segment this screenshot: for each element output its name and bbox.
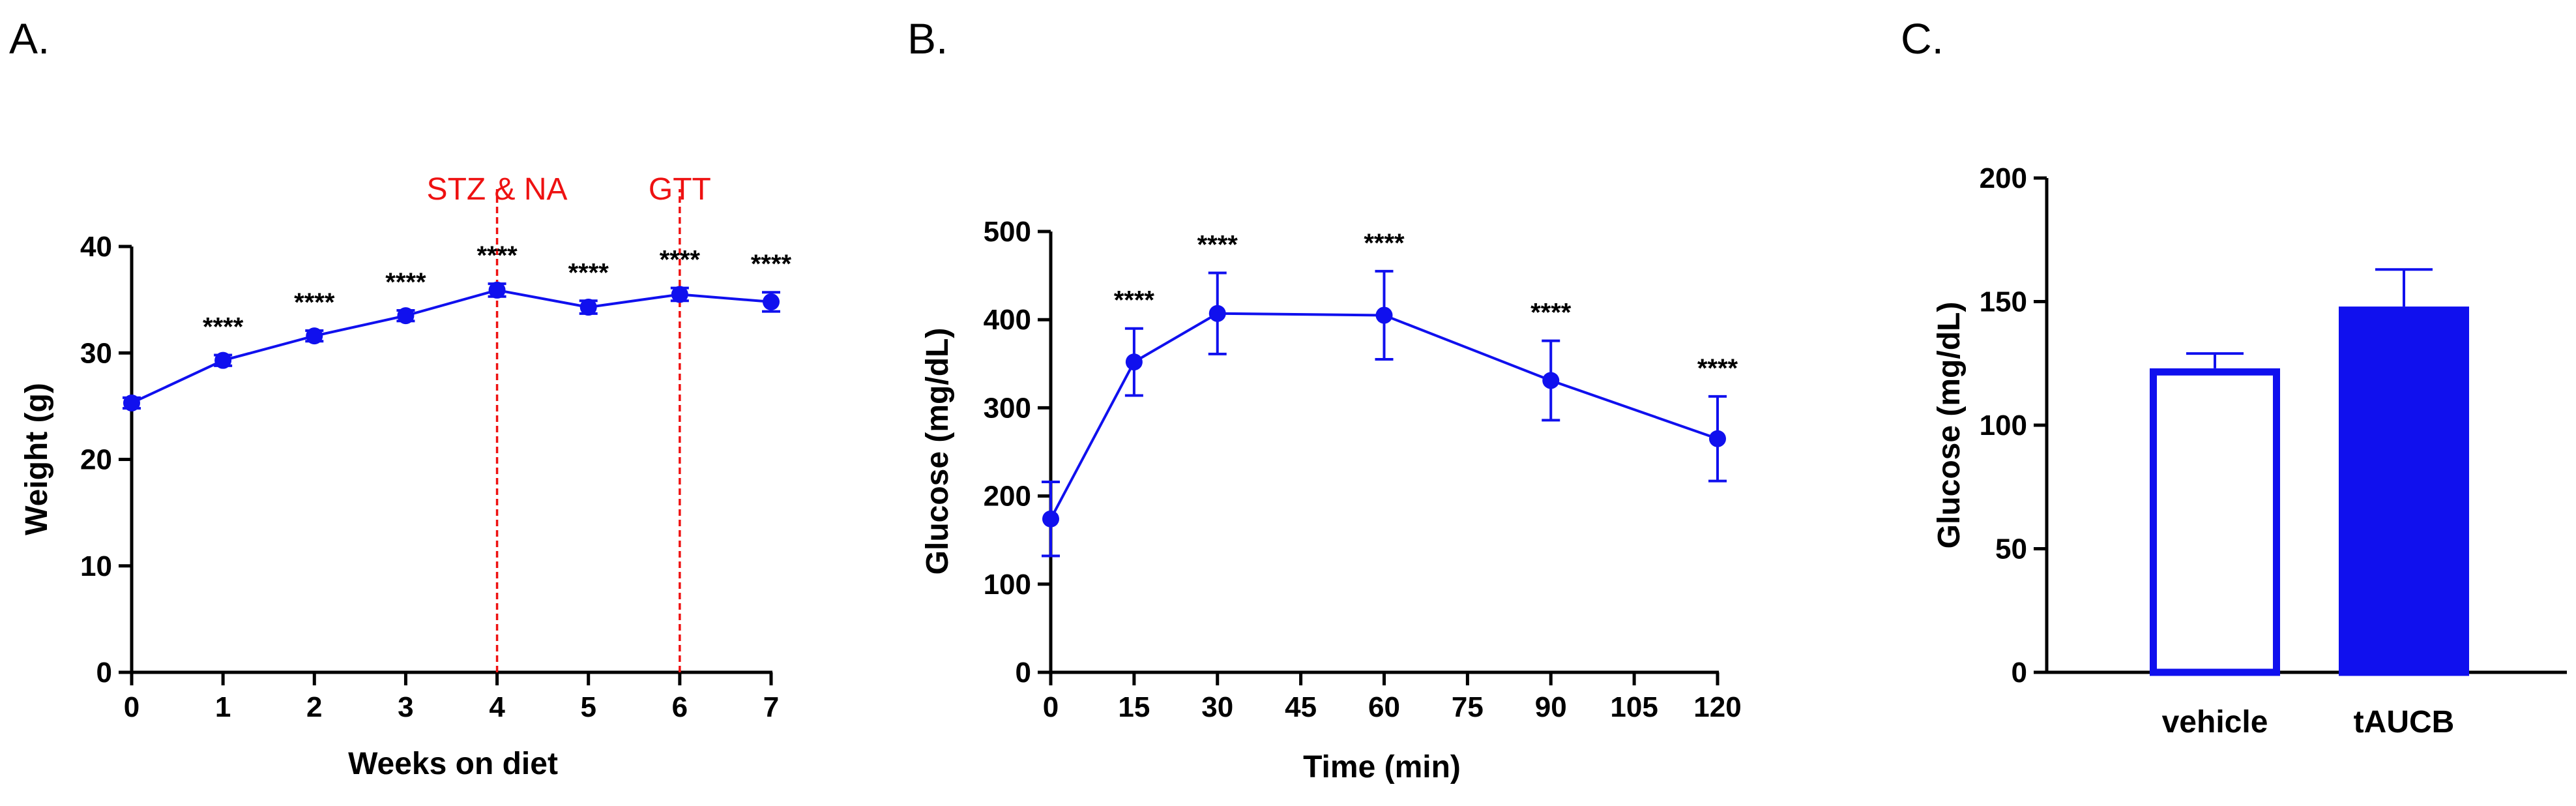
panel-b-y-tick-label: 400 [984,304,1031,336]
panel-b-x-tick-label: 15 [1118,691,1150,723]
panel-b-y-tick-label: 300 [984,392,1031,424]
panel-b-x-tick-label: 0 [1043,691,1059,723]
panel-a-data-point [214,351,232,369]
panel-a-data-point [671,286,688,303]
panel-b-data-point [1208,305,1226,322]
panel-b-significance-label: **** [1197,231,1238,260]
panel-c-marks [2150,268,2469,676]
panel-a-event-label: STZ & NA [427,172,568,207]
panel-c-bar [2150,368,2280,676]
panel-b-x-tick-label: 60 [1368,691,1400,723]
panel-a-x-tick-label: 3 [398,691,413,723]
panel-b-significance-label: **** [1364,229,1405,258]
panel-b-x-tick-label: 120 [1693,691,1741,723]
panel-a-x-tick-label: 1 [215,691,231,723]
panel-a-significance-label: **** [568,258,609,287]
panel-b-data-point [1042,510,1059,528]
panel-b-data-point [1375,306,1393,324]
panel-a-x-tick-label: 4 [489,691,505,723]
panel-c-y-tick-label: 0 [2012,657,2027,689]
panel-a-marks: STZ & NA GTT **** **** **** **** **** **** **** [123,172,792,672]
panel-a-data-point [579,299,597,316]
panel-a-significance-label: **** [294,288,335,317]
panel-a-data-point [123,394,140,411]
panel-a-y-tick-label: 40 [80,231,112,263]
panel-c-category-label: tAUCB [2354,705,2455,739]
panel-a-y-tick-label: 0 [96,657,112,689]
panel-b-y-tick-label: 0 [1016,657,1031,689]
panel-c-y-tick-label: 100 [1980,410,2027,441]
panel-b-y-tick-label: 200 [984,481,1031,513]
panel-a-x-tick-label: 7 [763,691,779,723]
panel-b-x-tick-label: 105 [1610,691,1658,723]
panel-a-significance-label: **** [751,250,792,278]
panel-b-data-point [1709,430,1726,447]
panel-c-axes: 0 50 100 150 200 vehicle tAUCB [1980,162,2567,739]
panel-b-letter: B. [907,14,948,63]
panel-a-data-point [397,307,415,325]
panel-b-y-tick-label: 100 [984,569,1031,601]
panel-a-x-tick-label: 2 [306,691,322,723]
panel-a-series-line [131,288,772,404]
panel-b-x-tick-label: 90 [1535,691,1567,723]
panel-a-x-axis-title: Weeks on diet [348,747,558,781]
panel-b-marks: **** **** **** **** **** [1042,229,1738,558]
panel-c-category-label: vehicle [2162,705,2268,739]
panel-a-x-tick-label: 5 [580,691,596,723]
panel-a-data-point [306,327,323,345]
panel-a-x-tick-label: 0 [124,691,139,723]
panel-b-significance-label: **** [1114,286,1155,315]
panel-c-y-tick-label: 200 [1980,162,2027,194]
panel-a-data-point [488,281,506,299]
panel-a-y-tick-label: 30 [80,337,112,369]
panel-a-significance-label: **** [660,246,701,275]
panel-b-axes: 0 100 200 300 400 500 0 15 30 45 60 75 90 105 120 [984,216,1742,723]
panel-c: C. 0 50 100 150 200 vehicle tAUCB Glucose (mg/… [1901,14,2567,739]
panel-b-data-point [1125,353,1143,371]
panel-b-y-axis-title: Glucose (mg/dL) [920,328,955,575]
panel-a-y-axis-title: Weight (g) [20,383,54,535]
panel-a-x-tick-label: 6 [672,691,688,723]
panel-a-y-tick-label: 20 [80,444,112,476]
panel-b-x-tick-label: 75 [1452,691,1484,723]
panel-a-y-tick-label: 10 [80,550,112,582]
panel-c-y-axis-title: Glucose (mg/dL) [1932,302,1967,549]
panel-a-letter: A. [9,14,50,63]
panel-a-significance-label: **** [203,313,244,342]
panel-c-y-tick-label: 150 [1980,286,2027,318]
panel-c-y-tick-label: 50 [1995,533,2027,565]
panel-b-x-axis-title: Time (min) [1303,750,1461,784]
panel-c-bar [2339,306,2469,676]
panel-b-x-tick-label: 45 [1285,691,1317,723]
panel-b-series-line [1049,312,1718,520]
panel-a-significance-label: **** [476,241,518,270]
panel-a-event-label: GTT [649,172,711,207]
panel-a-data-point [763,293,780,310]
panel-a-axes: 0 10 20 30 40 0 1 2 3 4 5 6 7 [80,231,779,723]
panel-a: A. 0 10 20 30 40 0 1 2 3 4 5 6 7 STZ & NA GTT **** ****… [9,14,792,781]
panel-b: B. 0 100 200 300 400 500 0 15 30 45 60 75 90 105 120 *… [907,14,1742,784]
panel-b-data-point [1542,372,1560,389]
panel-b-x-tick-label: 30 [1201,691,1233,723]
panel-a-significance-label: **** [385,268,426,297]
panel-b-significance-label: **** [1697,354,1738,383]
panel-b-significance-label: **** [1530,299,1572,327]
panel-b-y-tick-label: 500 [984,216,1031,248]
panel-c-letter: C. [1901,14,1944,63]
